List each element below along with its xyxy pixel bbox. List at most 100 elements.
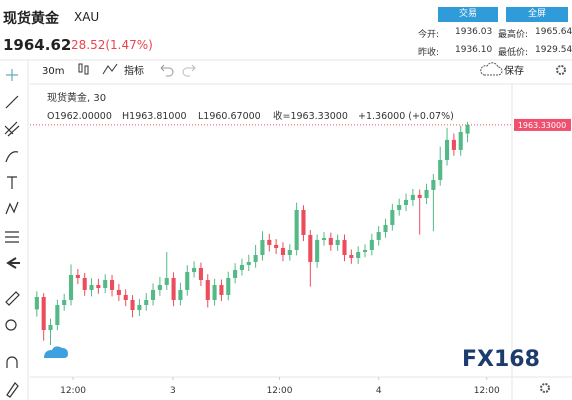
candle-body <box>41 296 46 331</box>
candle-body <box>151 289 156 300</box>
change: 28.52(1.47%) <box>71 38 153 52</box>
prediction-tool[interactable] <box>5 231 19 243</box>
last-price-box <box>514 118 571 131</box>
trade-button[interactable]: 交易 <box>438 7 498 22</box>
pattern-tool[interactable] <box>5 201 19 215</box>
candle-body <box>465 124 470 134</box>
candle-body <box>205 279 210 300</box>
candle-body <box>144 299 149 306</box>
candle-body <box>55 305 60 325</box>
settings-icon[interactable] <box>556 65 566 75</box>
fullscreen-button[interactable]: 全屏 <box>506 7 568 22</box>
interval[interactable]: 30m <box>42 66 64 77</box>
legend-change: +1.36000 (+0.07%) <box>358 111 454 122</box>
candle-body <box>219 285 224 295</box>
price: 1964.62 <box>3 36 72 54</box>
candle-body <box>62 299 67 306</box>
logo: FX168 <box>462 347 540 372</box>
undo-icon[interactable] <box>160 64 174 77</box>
indicator-icon[interactable] <box>102 63 118 75</box>
measure-tool[interactable] <box>5 291 20 306</box>
trendline-tool[interactable] <box>5 95 19 109</box>
candle-body <box>137 305 142 311</box>
candle-body <box>48 324 53 331</box>
candle-body <box>417 194 422 198</box>
candle-body <box>444 139 450 160</box>
axis-settings-icon[interactable] <box>540 383 550 393</box>
candle-body <box>192 267 197 272</box>
candle-body <box>362 249 368 252</box>
title: 现货黄金 <box>3 11 59 27</box>
candle-body <box>397 204 402 210</box>
legend-high: H1963.81000 <box>122 111 187 122</box>
back-tool[interactable] <box>6 257 20 269</box>
candle-body <box>356 251 361 258</box>
stat-label: 今开: <box>418 30 440 40</box>
redo-icon[interactable] <box>182 64 196 77</box>
candle-body <box>458 131 463 150</box>
cloud-badge <box>44 346 68 358</box>
zoom-tool[interactable] <box>5 319 17 331</box>
cloud-icon[interactable] <box>480 62 503 76</box>
x-tick-label: 12:00 <box>267 386 293 396</box>
candle-body <box>34 296 39 310</box>
candle-body <box>335 239 340 245</box>
candle-body <box>246 261 251 265</box>
candle-type-icon[interactable] <box>78 63 89 75</box>
candle-body <box>103 279 108 289</box>
candle-body <box>451 139 456 150</box>
last-price-label: 1963.33000 <box>518 121 566 130</box>
candle-body <box>280 247 286 255</box>
stat-label: 昨收: <box>418 48 440 58</box>
x-tick-label: 12:00 <box>474 386 500 396</box>
crosshair-tool[interactable] <box>6 69 18 81</box>
candle-body <box>212 285 217 300</box>
legend-low: L1960.67000 <box>198 111 261 122</box>
candle-body <box>274 244 279 248</box>
candle-body <box>287 249 292 255</box>
indicators[interactable]: 指标 <box>124 64 144 77</box>
candle-body <box>390 209 395 225</box>
candle-body <box>301 209 306 235</box>
stat-value: 1965.64 <box>535 27 572 37</box>
candle-body <box>328 237 333 245</box>
save[interactable]: 保存 <box>504 64 524 77</box>
legend-close: 收=1963.33000 <box>273 110 348 122</box>
brush-tool[interactable] <box>5 151 19 163</box>
stat-label: 最低价: <box>498 48 529 58</box>
candle-body <box>96 285 101 289</box>
candle-body <box>226 277 231 295</box>
stat-value: 1929.54 <box>535 45 572 55</box>
stat-label: 最高价: <box>498 30 529 40</box>
stat-value: 1936.03 <box>455 27 493 37</box>
candle-body <box>123 294 128 300</box>
candle-body <box>349 254 354 258</box>
stat-value: 1936.10 <box>455 45 493 55</box>
lock-tool[interactable] <box>6 382 19 398</box>
fib-tool[interactable] <box>4 121 20 137</box>
candle-body <box>383 224 388 232</box>
magnet-tool[interactable] <box>6 356 18 368</box>
x-tick-label: 4 <box>376 386 382 396</box>
candle-body <box>164 277 169 286</box>
candle-body <box>431 179 436 190</box>
candle-body <box>233 269 238 278</box>
legend-open: O1962.00000 <box>47 111 112 122</box>
candle-body <box>198 267 203 280</box>
text-tool[interactable] <box>7 176 17 189</box>
candle-body <box>438 159 443 180</box>
candle-body <box>260 239 265 255</box>
candle-body <box>315 239 320 262</box>
candle-body <box>410 194 415 200</box>
candle-body <box>403 199 409 205</box>
candle-body <box>130 299 135 311</box>
candle-body <box>116 289 121 295</box>
candle-body <box>82 277 87 290</box>
candle-body <box>424 189 429 198</box>
candle-body <box>185 271 190 290</box>
candle-body <box>321 237 327 240</box>
candle-body <box>68 274 74 300</box>
candle-body <box>308 234 313 262</box>
